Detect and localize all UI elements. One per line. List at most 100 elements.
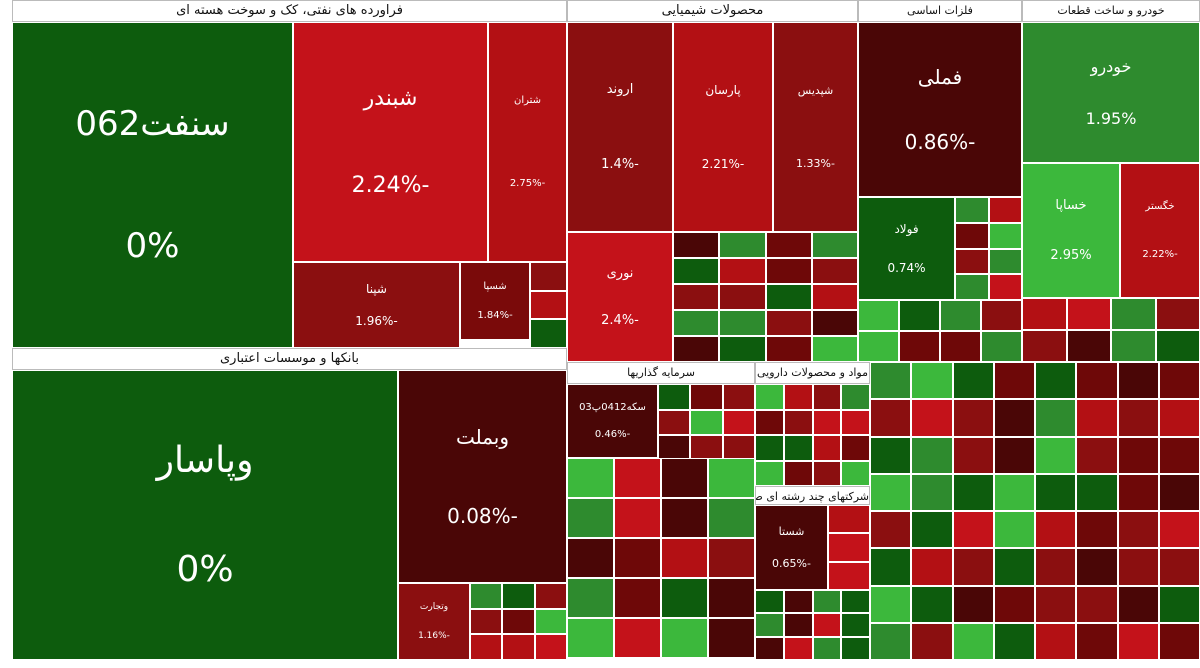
small-tile (911, 362, 953, 400)
small-tile (1066, 298, 1111, 330)
small-tile (661, 498, 708, 538)
small-tile (1076, 622, 1118, 660)
small-tile (955, 248, 989, 275)
stock-change: 0.74% (887, 260, 926, 275)
small-tile (812, 460, 842, 486)
small-tile (783, 409, 813, 435)
small-tile (470, 634, 503, 660)
small-tile (1117, 548, 1159, 586)
small-tile (783, 460, 813, 486)
small-tile (765, 258, 812, 284)
small-tile (993, 399, 1035, 437)
stock-change: -1.16% (418, 630, 450, 641)
stock-change: -2.22% (1142, 249, 1178, 260)
stock-name: خگستر (1145, 201, 1175, 212)
small-tile (1076, 585, 1118, 623)
small-tile (812, 435, 842, 461)
small-tile (1035, 473, 1077, 511)
small-tile (658, 409, 691, 435)
small-tile (534, 583, 567, 609)
small-tile (952, 399, 994, 437)
stock-tile: شپنا -1.96% (293, 262, 460, 348)
small-tile (661, 538, 708, 578)
small-tile (993, 622, 1035, 660)
small-tile (708, 498, 755, 538)
small-tile (708, 538, 755, 578)
sector-title: خودرو و ساخت قطعات (1022, 0, 1200, 22)
small-tile (1158, 622, 1200, 660)
small-tile (812, 590, 842, 614)
stock-name: سکه0412پ03 (579, 401, 646, 413)
stock-tile: شتران -2.75% (488, 22, 567, 262)
stock-name: شستا (778, 525, 805, 538)
small-tile (1158, 399, 1200, 437)
small-tile (567, 498, 614, 538)
stock-tile: وتجارت -1.16% (398, 583, 470, 660)
small-tile (811, 232, 858, 258)
stock-change: -0.86% (904, 130, 976, 155)
small-tile (673, 258, 720, 284)
small-tile (988, 274, 1022, 300)
small-tile (765, 284, 812, 310)
small-tile (952, 436, 994, 474)
small-tile (1035, 585, 1077, 623)
small-tile (858, 331, 899, 362)
stock-name: وتجارت (419, 602, 449, 613)
stock-change: 2.95% (1050, 247, 1092, 263)
small-tile (502, 608, 535, 635)
small-tile (755, 590, 784, 614)
stock-tile: وبملت -0.08% (398, 370, 567, 583)
small-tile (1066, 330, 1111, 362)
small-tile (993, 511, 1035, 549)
small-tile (719, 284, 766, 310)
small-tile (988, 222, 1022, 249)
small-tile (812, 613, 842, 637)
stock-name: شپنا (366, 281, 387, 296)
small-tile (708, 458, 755, 498)
stock-tile: نوری -2.4% (567, 232, 673, 362)
small-tile (614, 458, 661, 498)
small-tile (783, 590, 813, 614)
small-tile (952, 585, 994, 623)
stock-name: وبملت (455, 425, 510, 450)
small-tile (1022, 330, 1067, 362)
small-tile (534, 608, 567, 635)
small-tile (719, 310, 766, 336)
small-tile (955, 274, 989, 300)
small-tile (1076, 436, 1118, 474)
small-tile (811, 284, 858, 310)
small-tile (940, 300, 981, 331)
small-tile (1117, 622, 1159, 660)
stock-change: -2.21% (701, 157, 745, 171)
stock-name: خساپا (1055, 198, 1087, 214)
small-tile (858, 300, 899, 331)
stock-name: خودرو (1090, 56, 1132, 76)
small-tile (1035, 436, 1077, 474)
stock-name: شپدیس (797, 83, 834, 97)
stock-tile: اروند -1.4% (567, 22, 673, 232)
small-tile (783, 435, 813, 461)
stock-tile: خودرو 1.95% (1022, 22, 1200, 163)
small-tile (673, 336, 720, 362)
stock-name: فملی (917, 64, 963, 89)
small-tile (952, 511, 994, 549)
stock-change: -1.96% (355, 314, 398, 329)
stock-tile: خساپا 2.95% (1022, 163, 1120, 298)
small-tile (981, 331, 1022, 362)
small-tile (952, 362, 994, 400)
small-tile (1035, 399, 1077, 437)
stock-change: -2.4% (601, 313, 639, 329)
small-tile (783, 384, 813, 410)
small-tile (870, 399, 912, 437)
small-tile (952, 548, 994, 586)
small-tile (719, 336, 766, 362)
small-tile (841, 435, 870, 461)
small-tile (1155, 330, 1200, 362)
small-tile (1035, 362, 1077, 400)
small-tile (690, 409, 723, 435)
small-tile (955, 197, 989, 223)
stock-change: -0.08% (447, 503, 518, 528)
small-tile (870, 548, 912, 586)
small-tile (1155, 298, 1200, 330)
sector-title: فراورده های نفتی، کک و سوخت هسته ای (12, 0, 567, 22)
